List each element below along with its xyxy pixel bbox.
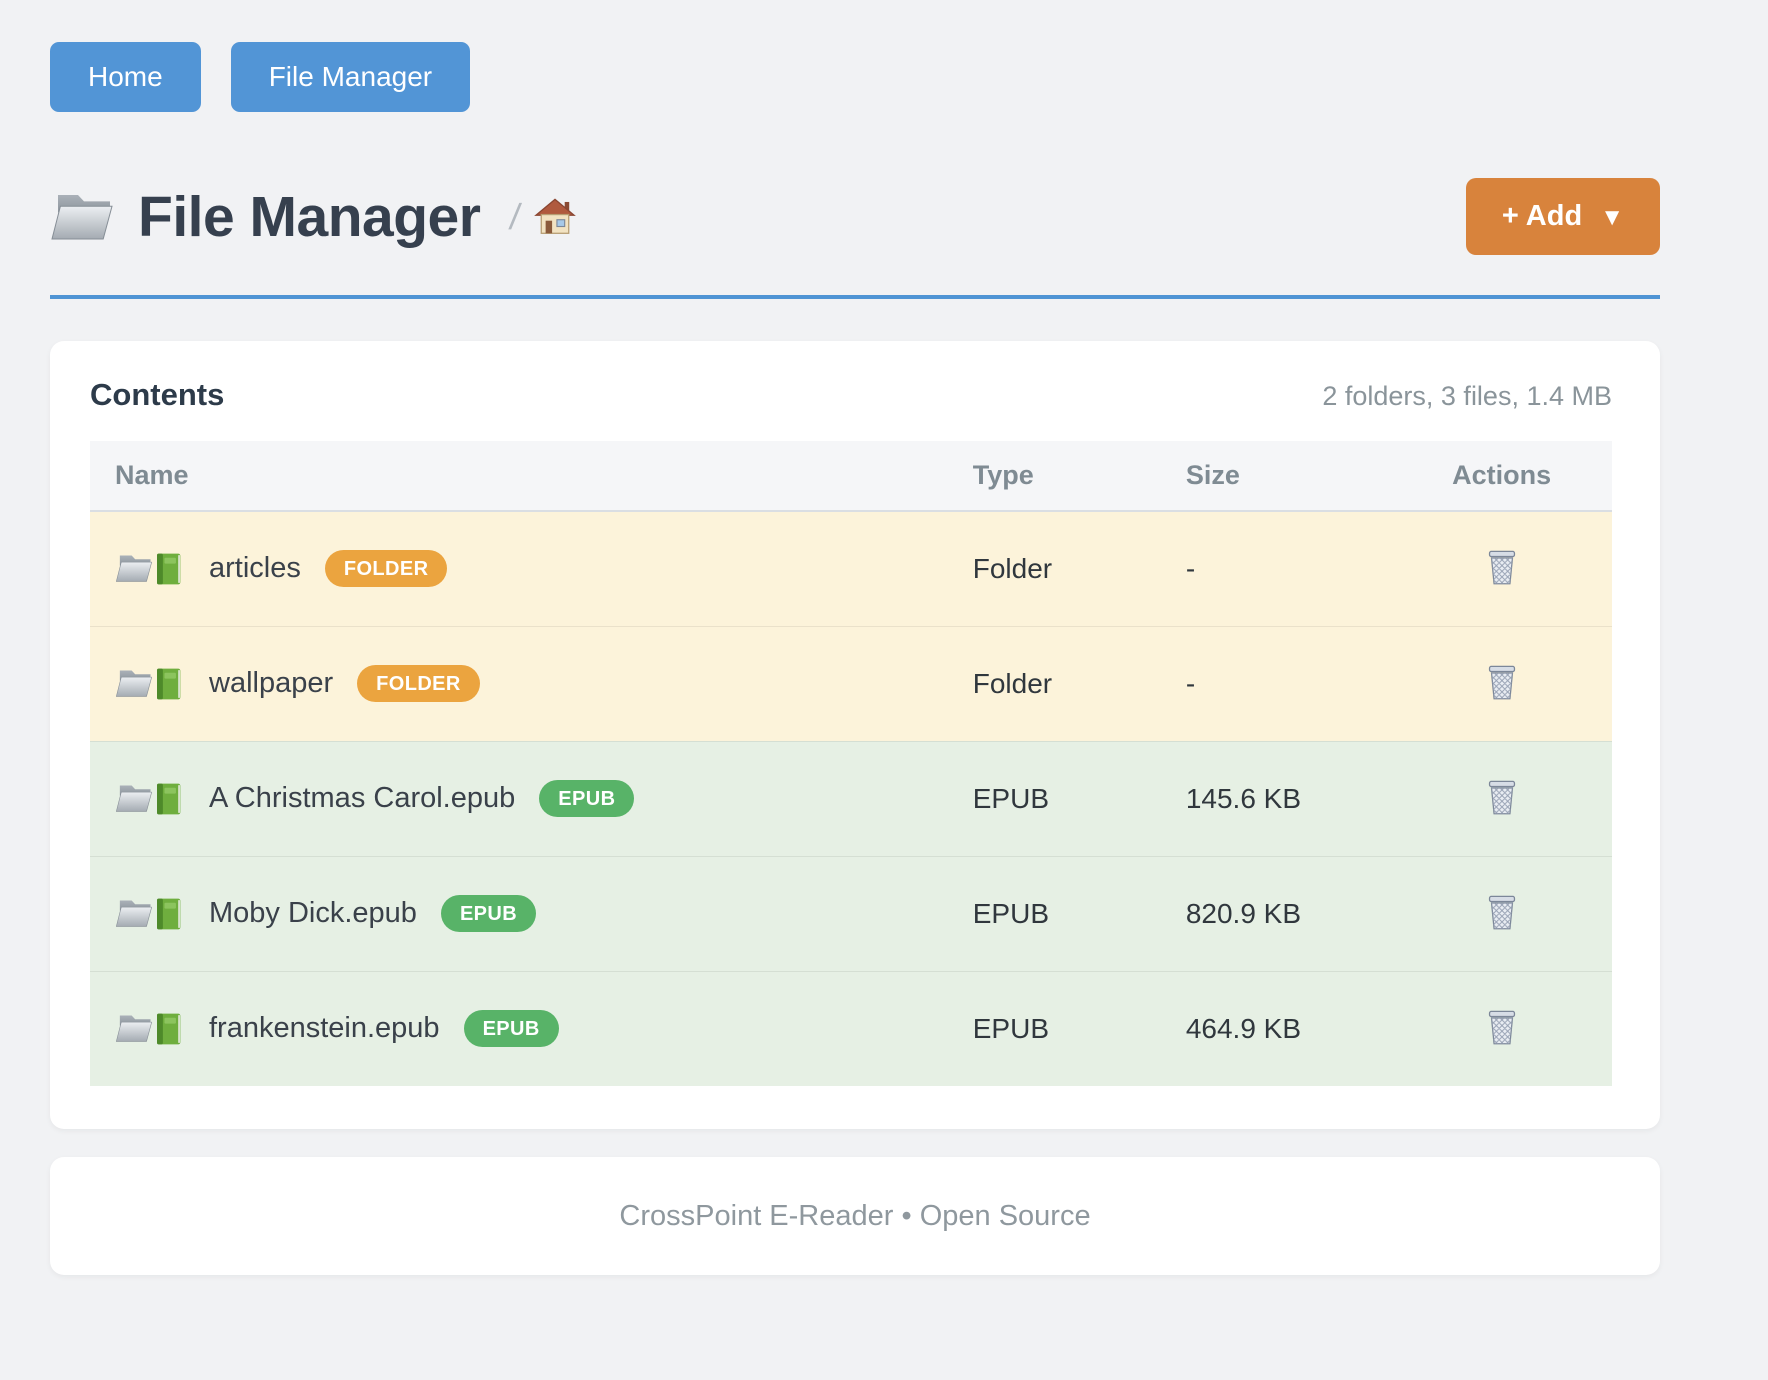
- add-button[interactable]: + Add ▼: [1465, 178, 1660, 255]
- folder-icon: [115, 897, 153, 930]
- trash-icon: [1485, 1008, 1519, 1046]
- green-book-icon: [153, 1011, 185, 1047]
- file-size: 820.9 KB: [1185, 897, 1302, 929]
- page: Home File Manager File Manager / + Add ▼: [50, 0, 1660, 1275]
- delete-button[interactable]: [1481, 774, 1523, 823]
- file-type-badge: EPUB: [539, 780, 635, 817]
- green-book-icon: [153, 666, 185, 702]
- file-table-body: articles FOLDER Folder -: [90, 511, 1612, 1086]
- breadcrumb-separator: /: [507, 195, 524, 237]
- file-type-badge: FOLDER: [324, 550, 448, 588]
- column-header-type: Type: [972, 441, 1186, 512]
- green-book-icon: [153, 896, 185, 932]
- home-button[interactable]: Home: [50, 42, 201, 112]
- delete-button[interactable]: [1481, 1004, 1523, 1053]
- trash-icon: [1485, 893, 1519, 931]
- file-manager-button[interactable]: File Manager: [230, 42, 471, 112]
- green-book-icon: [153, 781, 185, 817]
- trash-icon: [1485, 778, 1519, 816]
- folder-icon: [115, 1012, 153, 1045]
- delete-button[interactable]: [1481, 659, 1523, 708]
- add-button-label: + Add: [1501, 200, 1583, 232]
- footer-card: CrossPoint E-Reader • Open Source: [50, 1157, 1660, 1275]
- page-title: File Manager: [138, 184, 481, 249]
- file-name: A Christmas Carol.epub: [209, 782, 516, 814]
- file-name: Moby Dick.epub: [209, 897, 417, 929]
- file-type: Folder: [972, 667, 1053, 699]
- table-row: frankenstein.epub EPUB EPUB 464.9 KB: [90, 971, 1612, 1086]
- file-type: EPUB: [972, 1012, 1049, 1044]
- trash-icon: [1485, 663, 1519, 701]
- file-size: 145.6 KB: [1185, 782, 1302, 814]
- open-folder-icon: [50, 189, 114, 245]
- file-type-badge: EPUB: [440, 895, 537, 932]
- file-type-badge: FOLDER: [357, 665, 480, 702]
- house-icon[interactable]: [534, 197, 577, 236]
- column-header-actions: Actions: [1391, 441, 1612, 512]
- table-row: Moby Dick.epub EPUB EPUB 820.9 KB: [90, 856, 1612, 971]
- chevron-down-icon: ▼: [1600, 204, 1624, 231]
- file-name: frankenstein.epub: [209, 1012, 440, 1045]
- folder-icon: [115, 782, 153, 815]
- folder-icon: [115, 552, 153, 585]
- file-type: Folder: [972, 552, 1053, 584]
- table-row: articles FOLDER Folder -: [90, 511, 1612, 626]
- table-row: A Christmas Carol.epub EPUB EPUB 145.6 K…: [90, 741, 1612, 856]
- column-header-name: Name: [90, 441, 973, 512]
- footer-text: CrossPoint E-Reader • Open Source: [619, 1199, 1091, 1232]
- table-row: wallpaper FOLDER Folder -: [90, 626, 1612, 741]
- contents-card: Contents 2 folders, 3 files, 1.4 MB Name…: [50, 341, 1660, 1129]
- green-book-icon: [153, 551, 185, 587]
- top-nav: Home File Manager: [50, 0, 1660, 112]
- file-type-badge: EPUB: [463, 1010, 559, 1048]
- delete-button[interactable]: [1481, 889, 1523, 938]
- file-type: EPUB: [972, 782, 1049, 814]
- column-header-size: Size: [1185, 441, 1392, 512]
- table-header-row: Name Type Size Actions: [90, 441, 1612, 512]
- folder-icon: [115, 667, 153, 700]
- file-size: -: [1185, 552, 1196, 584]
- file-name: articles: [209, 552, 301, 585]
- file-type: EPUB: [972, 897, 1049, 929]
- file-name: wallpaper: [209, 667, 334, 699]
- header-divider: [50, 295, 1660, 299]
- file-size: 464.9 KB: [1185, 1012, 1302, 1044]
- file-size: -: [1185, 667, 1196, 699]
- trash-icon: [1485, 548, 1519, 586]
- delete-button[interactable]: [1481, 544, 1523, 593]
- page-header: File Manager / + Add ▼: [50, 178, 1660, 255]
- contents-summary: 2 folders, 3 files, 1.4 MB: [1322, 381, 1612, 411]
- contents-heading: Contents: [90, 377, 225, 412]
- file-table: Name Type Size Actions: [90, 441, 1612, 1086]
